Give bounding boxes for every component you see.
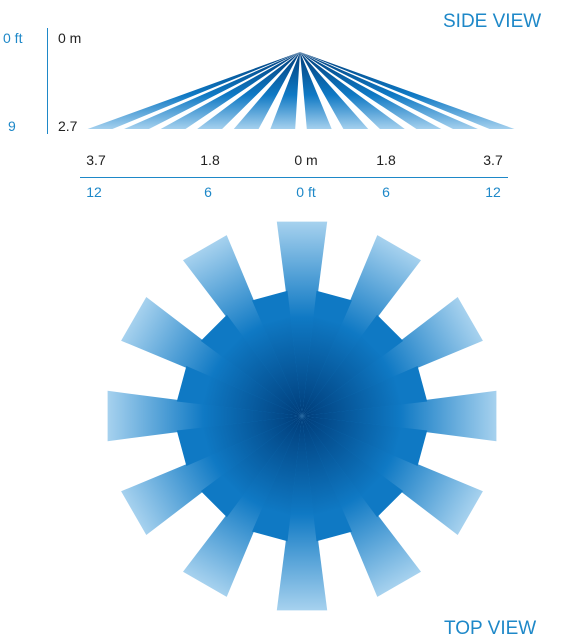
short-beam	[202, 416, 302, 456]
side-view-pattern	[87, 52, 515, 129]
long-beam	[183, 235, 302, 416]
distance-m-label-left-near: 1.8	[200, 152, 220, 168]
distance-m-label-center: 0 m	[294, 152, 318, 168]
short-beam	[262, 416, 302, 516]
side-beam	[233, 52, 300, 129]
side-beam	[270, 52, 300, 129]
short-beam	[302, 376, 402, 416]
long-beam	[183, 416, 302, 597]
short-beam	[262, 316, 302, 416]
distance-ft-label-center: 0 ft	[296, 184, 316, 200]
short-beam	[302, 416, 342, 516]
side-beam	[300, 52, 478, 129]
side-beam	[124, 52, 300, 129]
long-beam	[121, 416, 302, 535]
distance-m-label-left-far: 3.7	[86, 152, 106, 168]
distance-ft-label-right-far: 12	[485, 184, 501, 200]
long-beam	[121, 297, 302, 416]
long-beam	[302, 235, 421, 416]
side-beam	[300, 52, 332, 129]
distance-m-label-right-far: 3.7	[483, 152, 503, 168]
height-m-bottom-label: 2.7	[58, 118, 78, 134]
short-beam	[221, 416, 302, 497]
side-beam	[197, 52, 300, 129]
distance-m-label-right-near: 1.8	[376, 152, 396, 168]
short-beam	[221, 335, 302, 416]
side-beam	[300, 52, 515, 129]
height-ft-bottom-label: 9	[8, 118, 16, 134]
long-beam	[276, 416, 328, 611]
short-beam	[302, 416, 402, 456]
height-scale-line	[47, 28, 48, 134]
distance-ft-label-left-near: 6	[204, 184, 212, 200]
short-beam	[302, 416, 383, 497]
long-beam	[302, 416, 483, 535]
height-m-top-label: 0 m	[58, 30, 82, 46]
top-view-title: TOP VIEW	[444, 618, 537, 639]
side-beam	[160, 52, 300, 129]
height-ft-top-label: 0 ft	[3, 30, 23, 46]
long-beam	[107, 390, 302, 442]
distance-scale-line	[80, 177, 508, 178]
distance-ft-label-left-far: 12	[86, 184, 102, 200]
side-beam	[300, 52, 442, 129]
long-beam	[276, 221, 328, 416]
side-beam	[87, 52, 300, 129]
side-beam	[300, 52, 369, 129]
short-beam	[302, 335, 383, 416]
top-view-pattern	[107, 221, 497, 611]
side-view-title: SIDE VIEW	[443, 11, 542, 32]
distance-ft-label-right-near: 6	[382, 184, 390, 200]
short-beam	[302, 316, 342, 416]
long-beam	[302, 297, 483, 416]
long-beam	[302, 390, 497, 442]
side-beam	[300, 52, 405, 129]
short-beam	[202, 376, 302, 416]
long-beam	[302, 416, 421, 597]
